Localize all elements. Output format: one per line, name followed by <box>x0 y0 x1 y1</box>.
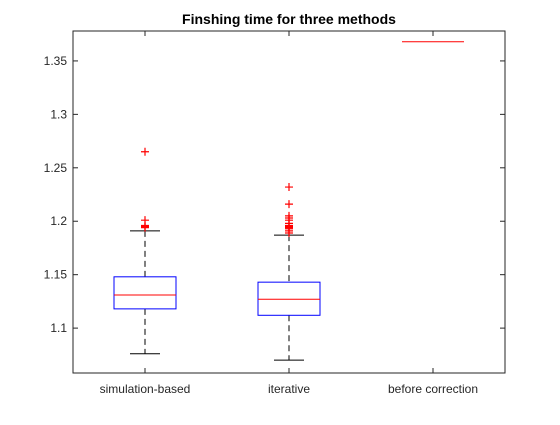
outlier-marker <box>285 183 293 192</box>
y-tick-label: 1.35 <box>44 54 68 68</box>
x-tick-label: simulation-based <box>100 382 191 396</box>
outlier-marker <box>141 223 149 232</box>
plot-area: 1.1 1.15 1.2 1.25 1.3 1.35 simulation-based ite… <box>44 30 506 396</box>
x-tick-label: iterative <box>268 382 310 396</box>
box-iqr <box>257 281 321 316</box>
outlier-marker <box>285 228 293 237</box>
x-tick-label: before correction <box>388 382 478 396</box>
y-tick-label: 1.1 <box>50 321 67 335</box>
outlier-marker <box>285 200 293 209</box>
y-tick-label: 1.3 <box>50 107 67 121</box>
outlier-marker <box>141 147 149 156</box>
chart-title: Finshing time for three methods <box>182 11 396 27</box>
y-tick-label: 1.2 <box>50 214 67 228</box>
box-iqr <box>113 276 177 310</box>
y-tick-label: 1.15 <box>44 268 68 282</box>
y-tick-label: 1.25 <box>44 161 68 175</box>
